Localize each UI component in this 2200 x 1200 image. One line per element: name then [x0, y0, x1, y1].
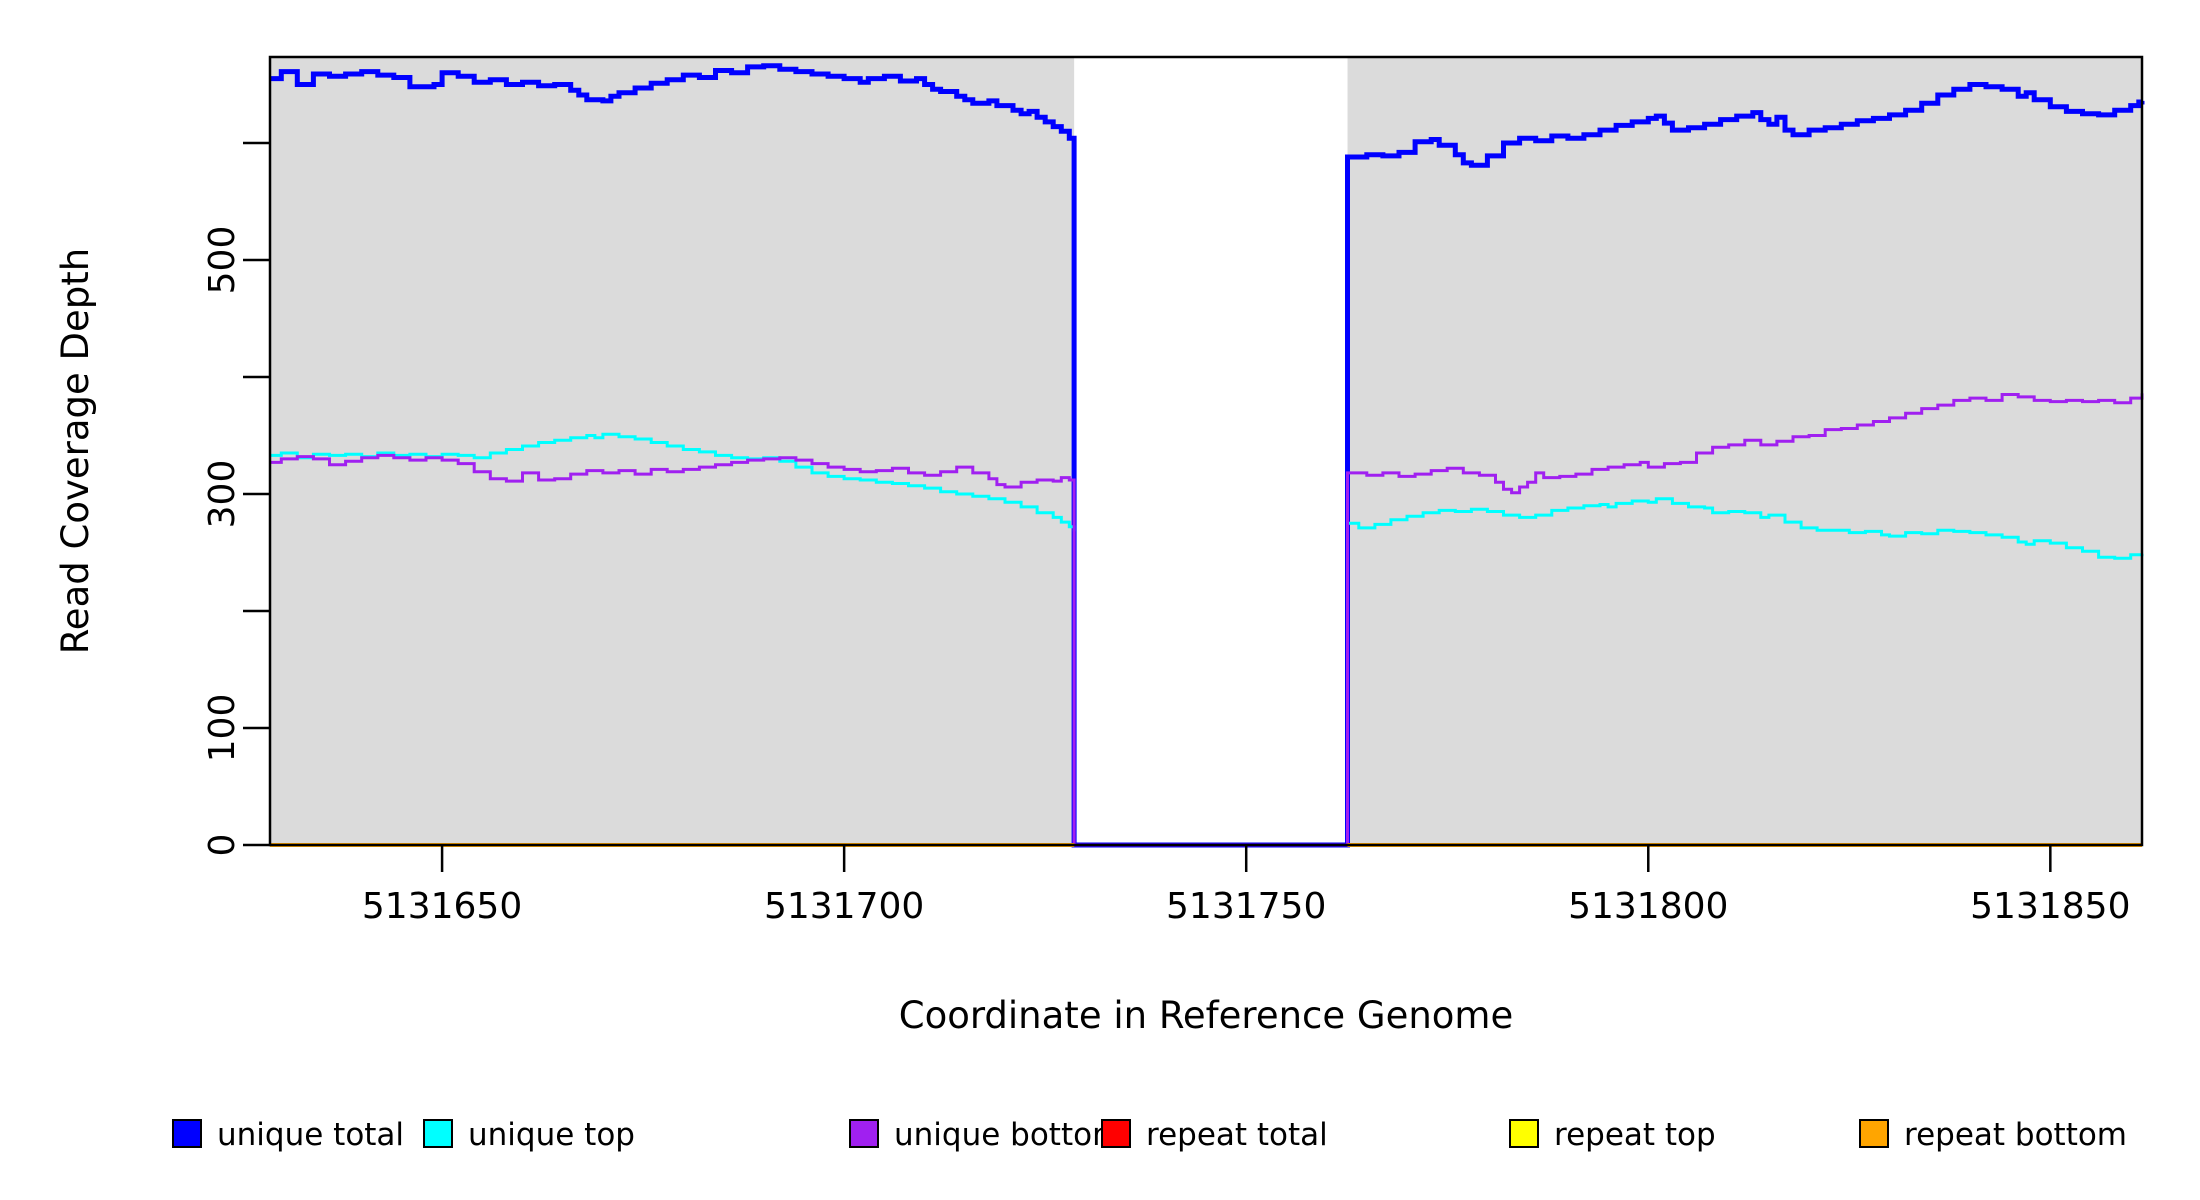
panel-left [270, 57, 1075, 845]
x-tick-label: 5131700 [764, 886, 924, 927]
legend-swatch-unique-top [423, 1119, 453, 1148]
x-tick-label: 5131650 [362, 886, 522, 927]
legend: unique total unique top unique bottom repea… [172, 1117, 2127, 1153]
series-unique-top [270, 432, 1076, 532]
legend-swatch-repeat-top [1509, 1119, 1539, 1148]
legend-label-repeat-bottom: repeat bottom [1904, 1117, 2127, 1153]
legend-swatch-repeat-total [1101, 1119, 1131, 1148]
plot-panels [270, 57, 2142, 845]
y-tick-label: 500 [202, 226, 243, 295]
legend-label-repeat-top: repeat top [1554, 1117, 1716, 1153]
legend-label-unique-bottom: unique bottom [894, 1117, 1122, 1153]
legend-swatch-unique-total [172, 1119, 202, 1148]
legend-label-unique-top: unique top [468, 1117, 635, 1153]
series-unique-top [1347, 497, 2144, 560]
legend-swatch-repeat-bottom [1859, 1119, 1889, 1148]
y-axis-title: Read Coverage Depth [54, 248, 97, 654]
series-unique-total [270, 63, 2145, 848]
x-tick-label: 5131850 [1970, 886, 2130, 927]
panel-right [1347, 57, 2142, 845]
x-axis-title: Coordinate in Reference Genome [899, 994, 1514, 1037]
legend-label-repeat-total: repeat total [1146, 1117, 1328, 1153]
x-tick-label: 5131800 [1568, 886, 1728, 927]
x-tick-label: 5131750 [1166, 886, 1326, 927]
legend-label-unique-total: unique total [217, 1117, 404, 1153]
axis-tick-labels: 5131650 5131700 5131750 5131800 5131850 0 100 3… [202, 226, 2131, 927]
y-tick-label: 100 [202, 694, 243, 763]
y-tick-label: 0 [202, 834, 243, 857]
legend-swatch-unique-bottom [849, 1119, 879, 1148]
y-tick-label: 300 [202, 460, 243, 529]
plot-border [268, 55, 2144, 847]
axis-ticks [243, 141, 2052, 872]
